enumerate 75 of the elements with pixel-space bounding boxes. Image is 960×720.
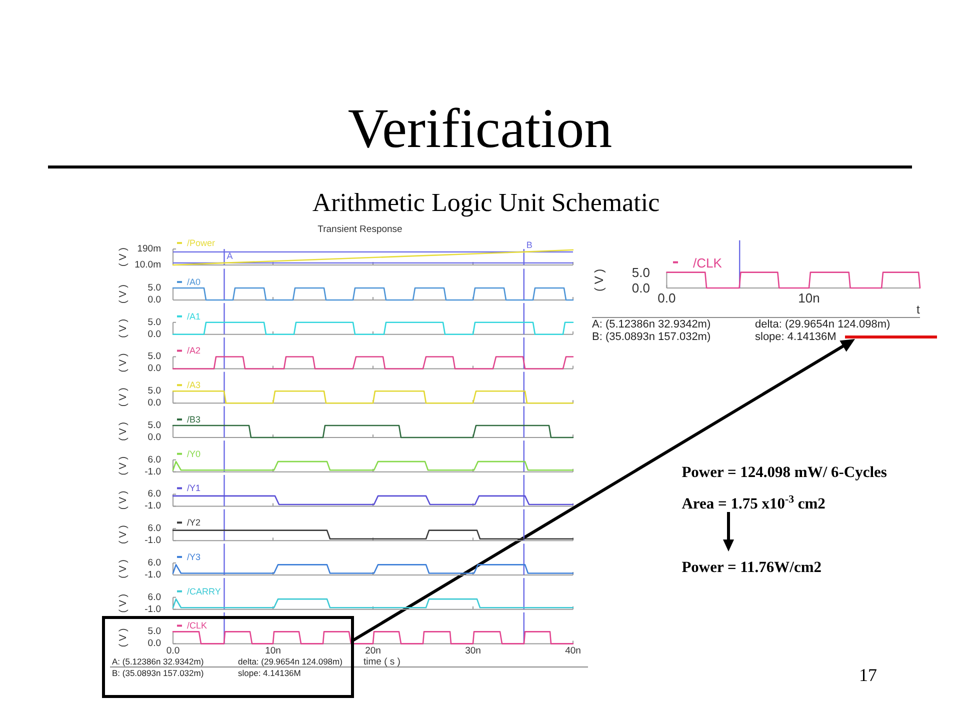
y-tick-label: 5.0 <box>148 386 161 397</box>
chart-title: Transient Response <box>318 224 402 234</box>
legend-label: /A1 <box>187 311 201 322</box>
y-tick-label: 0.0 <box>148 432 161 443</box>
x-tick-label: 10n <box>798 290 820 306</box>
text: Arithmetic Logic Unit Schematic <box>312 188 660 217</box>
y-tick-label: 5.0 <box>148 351 161 362</box>
x-tick-label: 30n <box>465 646 481 656</box>
y-tick-label: 190m <box>137 244 162 254</box>
legend-label: /B3 <box>187 414 201 424</box>
legend-label: /A2 <box>187 346 201 356</box>
text: Power = 11.76W/cm2 <box>682 558 822 576</box>
text: slope: 4.14136M <box>755 331 836 343</box>
text: Power = 124.098 mW/ 6-Cycles <box>682 464 887 481</box>
ref-line-label: B <box>526 240 532 250</box>
x-tick-label: 0.0 <box>166 646 180 656</box>
y-axis-title: ( V ) <box>118 422 128 441</box>
legend-label: /A0 <box>187 277 201 287</box>
y-axis-title: ( V ) <box>118 388 128 407</box>
text: B: (35.0893n 157.032m) <box>112 668 204 678</box>
y-axis-title: ( V ) <box>118 353 128 372</box>
legend-label: /Y2 <box>187 518 201 528</box>
y-axis-title: ( V ) <box>592 268 606 292</box>
text: Area = 1.75 x10$^{-3}$ cm2 <box>682 493 826 512</box>
y-axis-title: ( V ) <box>118 560 128 578</box>
y-tick-label: 0.0 <box>148 398 161 409</box>
y-tick-label: 0.0 <box>148 638 161 650</box>
y-tick-label: -1.0 <box>144 569 161 580</box>
text: A: (5.12386n 32.9342m) <box>592 318 711 330</box>
ref-line-label: A <box>226 250 233 261</box>
y-tick-label: 0.0 <box>148 363 161 374</box>
y-axis-title: ( V ) <box>118 594 128 613</box>
y-axis-title: ( V ) <box>118 628 128 648</box>
y-tick-label: 6.0 <box>148 523 161 534</box>
legend-label: /Y3 <box>187 552 201 562</box>
y-tick-label: -1.0 <box>144 466 161 478</box>
y-axis-title: ( V ) <box>118 456 128 476</box>
x-axis-title: time ( s ) <box>364 656 400 667</box>
text: A: (5.12386n 32.9342m) <box>112 656 204 666</box>
text: delta: (29.9654n 124.098m) <box>755 318 890 330</box>
legend-label: /CLK <box>693 254 722 270</box>
y-tick-label: 5.0 <box>148 282 161 294</box>
text: Verification <box>348 98 612 160</box>
y-tick-label: 5.0 <box>148 316 161 328</box>
y-axis-title: ( V ) <box>118 318 128 338</box>
legend-label: /CLK <box>187 620 208 631</box>
legend-label: /Power <box>187 238 216 248</box>
y-axis-title: ( V ) <box>118 490 128 510</box>
text: slope: 4.14136M <box>238 668 301 678</box>
y-tick-label: -1.0 <box>144 535 161 546</box>
text: B: (35.0893n 157.032m) <box>592 331 711 343</box>
text: delta: (29.9654n 124.098m) <box>238 656 343 666</box>
y-tick-label: 6.0 <box>148 454 161 466</box>
y-tick-label: 6.0 <box>148 488 161 500</box>
y-tick-label: 5.0 <box>632 264 650 280</box>
text: 17 <box>859 665 877 685</box>
y-tick-label: 5.0 <box>148 626 161 638</box>
legend-label: /A3 <box>187 380 201 390</box>
y-tick-label: 10.0m <box>134 260 162 270</box>
legend-label: /CARRY <box>187 586 221 596</box>
legend-label: /Y1 <box>187 483 201 494</box>
x-tick-label: 20n <box>365 646 381 656</box>
y-tick-label: -1.0 <box>144 500 161 512</box>
x-axis-title: t <box>916 302 920 316</box>
y-tick-label: 6.0 <box>148 557 161 568</box>
y-axis-title: ( V ) <box>118 248 128 266</box>
y-tick-label: 0.0 <box>148 328 161 340</box>
y-tick-label: 5.0 <box>148 420 161 431</box>
y-tick-label: 6.0 <box>148 592 161 603</box>
x-tick-label: 40n <box>565 646 581 656</box>
legend-label: /Y0 <box>187 448 201 459</box>
x-tick-label: 10n <box>265 646 281 656</box>
y-tick-label: -1.0 <box>144 604 161 615</box>
y-axis-title: ( V ) <box>118 284 128 304</box>
y-axis-title: ( V ) <box>118 525 128 544</box>
